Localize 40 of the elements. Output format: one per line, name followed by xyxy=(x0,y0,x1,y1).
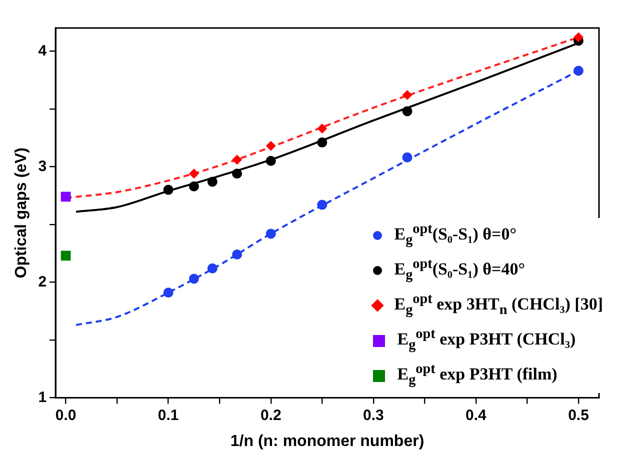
point xyxy=(232,168,242,179)
point xyxy=(317,124,328,134)
point xyxy=(188,274,199,284)
point xyxy=(232,154,242,165)
y-tick-label: 2 xyxy=(38,273,47,290)
point xyxy=(188,168,199,179)
point xyxy=(163,288,174,298)
point xyxy=(188,181,199,192)
legend-label: E$_{g}$$^{opt}$(S₀-S₁) θ=0° xyxy=(394,221,517,250)
y-tick-label: 3 xyxy=(38,158,47,175)
legend-label: E$_{g}$$^{opt}$(S₀-S₁) θ=40° xyxy=(394,256,526,285)
x-tick-label: 0.3 xyxy=(362,406,384,424)
point xyxy=(207,176,218,187)
point xyxy=(232,250,242,260)
y-axis-title: Optical gaps (eV) xyxy=(13,148,30,278)
point xyxy=(266,228,276,239)
x-tick-label: 0.4 xyxy=(466,406,488,424)
point xyxy=(60,192,71,202)
legend-label: E$_{g}$$^{opt}$ exp P3HT (CHCl₃) xyxy=(397,326,576,355)
point xyxy=(573,66,584,76)
point xyxy=(573,32,584,42)
point xyxy=(266,156,276,166)
legend-label: E$_{g}$$^{opt}$ exp P3HT (film) xyxy=(397,361,558,390)
x-tick-label: 0.5 xyxy=(568,406,589,424)
x-tick-label: 0.2 xyxy=(260,406,282,424)
x-axis-title: 1/n (n: monomer number) xyxy=(230,432,424,450)
y-tick-label: 1 xyxy=(38,388,47,406)
point xyxy=(207,263,218,274)
point xyxy=(402,90,412,100)
legend-label: E$_{g}$$^{opt}$ exp 3HT$_{n}$ (CHCl₃) [30] xyxy=(394,291,603,320)
point xyxy=(402,106,412,116)
point xyxy=(317,137,328,148)
point xyxy=(402,152,412,162)
x-tick-label: 0.1 xyxy=(158,406,179,424)
point xyxy=(317,200,328,210)
y-tick-label: 4 xyxy=(38,42,48,60)
point xyxy=(60,250,71,261)
point xyxy=(163,184,174,195)
point xyxy=(266,140,276,151)
x-tick-label: 0.0 xyxy=(55,406,76,424)
